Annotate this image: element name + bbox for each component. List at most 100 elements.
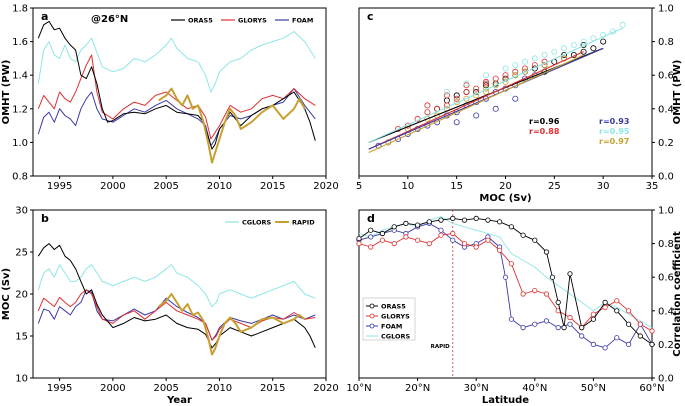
y-tick-label: 0.8 [12,172,28,183]
y-tick-label: 0.0 [658,172,674,183]
rapid-vline-label: RAPID [431,344,451,350]
scatter-point-foam [473,112,480,119]
marker-foam [368,234,374,240]
marker-foam [590,341,597,347]
series-line-cglors [37,264,316,308]
y-tick-label: 0.0 [658,374,674,385]
scatter-point-rapid [463,95,470,102]
correlation-annotation-rapid: r=0.97 [599,137,629,146]
marker-oras5 [579,324,585,331]
panel-label: b [41,212,49,225]
marker-glorys [532,287,538,294]
marker-oras5 [496,219,503,225]
x-tick-label: 25 [548,181,561,192]
y-tick-label: 0.4 [658,104,674,115]
scatter-point-cglors [619,21,626,28]
x-axis-label: Latitude [482,395,529,406]
legend-marker-oras5 [369,303,375,309]
marker-glorys [649,328,655,334]
marker-oras5 [543,249,550,255]
marker-glorys [438,232,444,238]
scatter-point-glorys [424,109,431,116]
legend-label-oras5: ORAS5 [381,303,406,311]
series-line-oras5 [358,217,653,345]
x-tick-label: 10 [401,181,414,192]
marker-glorys [625,308,632,314]
y-tick-label: 0.8 [658,37,674,48]
y-axis-label: MOC (Sv) [1,268,12,320]
scatter-point-glorys [473,85,480,92]
panel-c: 5 10 15 20 25 30 350.00.20.40.60.81.0r=0.96r=0… [356,4,683,205]
marker-glorys [368,244,374,250]
marker-foam [555,324,561,331]
marker-glorys [614,298,620,304]
plot-frame-b [32,209,327,379]
x-tick-label: 2015 [260,383,285,394]
panel-label: d [367,212,375,225]
x-tick-label: 10°N [346,383,371,394]
y-tick-label: 1.6 [12,37,28,48]
scatter-point-oras5 [590,45,597,52]
x-axis-label: MOC (Sv) [479,193,531,204]
legend-label-rapid: RAPID [292,219,315,227]
fit-line-foam [368,47,604,150]
marker-foam [508,316,514,322]
marker-foam [502,274,509,280]
y-axis-label: Correlation coefficient [672,231,683,357]
marker-glorys [543,291,550,297]
x-tick-label: 2010 [207,383,232,394]
scatter-point-glorys [482,78,489,85]
x-tick-label: 30 [597,181,610,192]
series-line-foam [37,289,316,341]
scatter-point-cglors [531,55,538,62]
scatter-point-oras5 [600,38,607,45]
x-tick-label: 2015 [260,181,285,192]
y-tick-label: 1.0 [658,4,674,15]
scatter-point-oras5 [443,97,450,104]
marker-oras5 [485,217,491,223]
x-tick-label: 2010 [207,181,232,192]
legend-label-cglors: CGLORS [242,219,272,227]
scatter-point-glorys [512,68,519,75]
scatter-point-glorys [424,102,431,109]
series-line-cglors [37,31,316,93]
marker-glorys [379,237,385,243]
scatter-point-rapid [541,62,548,69]
marker-glorys [520,291,526,297]
legend-marker-foam [369,323,375,329]
marker-glorys [637,321,643,327]
scatter-point-rapid [522,68,529,75]
marker-glorys [356,241,362,247]
scatter-point-glorys [502,72,509,79]
x-tick-label: 2005 [153,383,178,394]
marker-glorys [508,261,514,267]
panel-b: 1995 2000 2005 2010 2015 2020 10 15 20 25 30 CGLORS… [1,206,339,406]
x-tick-label: 40°N [522,383,547,394]
legend-label-oras5: ORAS5 [188,17,213,25]
y-tick-label: 30 [15,206,28,217]
marker-oras5 [567,271,573,277]
y-tick-label: 0.4 [658,306,674,317]
marker-glorys [485,237,491,243]
y-tick-label: 1.4 [12,71,28,82]
scatter-point-cglors [463,80,470,87]
marker-foam [450,237,456,243]
scatter-point-oras5 [580,48,587,55]
marker-oras5 [561,324,567,331]
x-axis-label: Year [166,395,192,406]
y-tick-label: 0.8 [658,239,674,250]
marker-oras5 [532,237,538,243]
marker-oras5 [549,274,556,280]
scatter-point-cglors [443,89,450,96]
x-tick-label: 35 [646,181,659,192]
scatter-point-glorys [443,92,450,99]
scatter-point-cglors [570,42,577,49]
scatter-point-cglors [482,72,489,79]
series-line-oras5 [37,243,316,349]
scatter-point-oras5 [482,82,489,89]
scatter-point-cglors [561,45,568,52]
y-tick-label: 1.8 [12,4,28,15]
marker-oras5 [379,230,385,237]
scatter-point-cglors [580,38,587,45]
fit-line-rapid [368,54,584,153]
